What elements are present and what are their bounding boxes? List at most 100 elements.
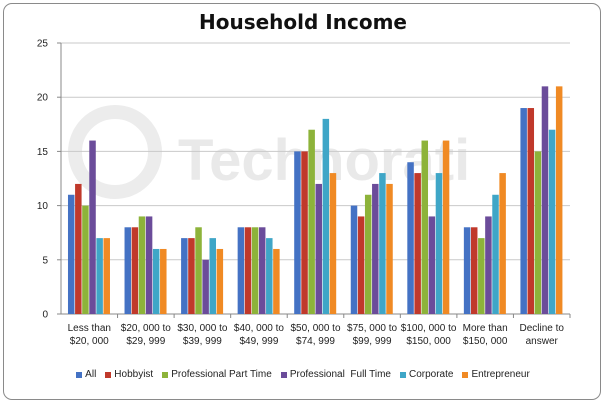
bar bbox=[541, 86, 549, 314]
bar bbox=[202, 259, 209, 314]
x-tick-label: $20, 000 to bbox=[121, 323, 171, 334]
bar bbox=[67, 194, 75, 314]
bar bbox=[96, 238, 103, 314]
x-tick-label: More than bbox=[463, 323, 508, 334]
bar bbox=[435, 173, 443, 314]
y-tick-label: 5 bbox=[42, 255, 48, 266]
legend-label: Entrepreneur bbox=[471, 369, 530, 380]
bar bbox=[527, 108, 535, 314]
x-tick-label: Less than bbox=[68, 323, 111, 334]
y-tick-label: 0 bbox=[42, 310, 48, 321]
bar bbox=[209, 238, 216, 314]
bar bbox=[386, 183, 393, 314]
x-tick-label: $39, 999 bbox=[183, 336, 222, 347]
legend-item: Corporate bbox=[399, 369, 454, 380]
legend-label: Professional Part Time bbox=[171, 369, 272, 380]
legend-swatch bbox=[76, 371, 83, 378]
legend-item: Hobbyist bbox=[105, 369, 153, 380]
x-tick-label: $20, 000 bbox=[70, 336, 109, 347]
bar bbox=[350, 205, 358, 314]
bar bbox=[372, 183, 379, 314]
bar bbox=[195, 227, 202, 314]
bar bbox=[485, 216, 492, 314]
bar bbox=[124, 227, 132, 314]
bar bbox=[322, 118, 330, 314]
x-tick-label: $99, 999 bbox=[353, 336, 392, 347]
bar bbox=[251, 227, 259, 314]
legend-label: Hobbyist bbox=[114, 369, 154, 380]
bar bbox=[273, 248, 280, 314]
bar bbox=[160, 248, 167, 314]
bar bbox=[442, 140, 450, 314]
legend-item: Entrepreneur bbox=[462, 369, 530, 380]
bar bbox=[428, 216, 436, 314]
bar bbox=[463, 227, 471, 314]
legend-item: Professional Full Time bbox=[280, 369, 391, 380]
y-tick-label: 25 bbox=[37, 39, 49, 50]
bar bbox=[258, 227, 266, 314]
bar bbox=[357, 216, 365, 314]
chart-title: Household Income bbox=[199, 10, 407, 34]
bar bbox=[308, 129, 315, 314]
bar bbox=[329, 173, 337, 314]
legend-swatch bbox=[280, 371, 287, 378]
bar bbox=[181, 238, 188, 314]
bar bbox=[131, 227, 139, 314]
bar bbox=[407, 162, 414, 314]
x-tick-label: $49, 999 bbox=[239, 336, 278, 347]
bar bbox=[188, 238, 195, 314]
bar bbox=[548, 129, 556, 314]
bar bbox=[520, 108, 527, 314]
bar bbox=[315, 183, 322, 314]
x-tick-label: Decline to bbox=[519, 323, 564, 334]
x-tick-label: $40, 000 to bbox=[234, 323, 284, 334]
watermark-logo-icon bbox=[68, 105, 162, 199]
bar bbox=[103, 238, 110, 314]
bar bbox=[470, 227, 478, 314]
bar bbox=[237, 227, 245, 314]
x-tick-label: $29, 999 bbox=[126, 336, 165, 347]
bar bbox=[75, 183, 82, 314]
x-tick-label: $30, 000 to bbox=[177, 323, 227, 334]
chart-legend: All Hobbyist Professional Part Time Profess… bbox=[0, 369, 606, 380]
legend-label: Corporate bbox=[408, 369, 454, 380]
bar bbox=[145, 216, 153, 314]
bar bbox=[152, 248, 160, 314]
bar bbox=[301, 151, 308, 314]
bar bbox=[414, 173, 421, 314]
bar bbox=[555, 86, 563, 314]
legend-item: Professional Part Time bbox=[162, 369, 272, 380]
y-tick-label: 15 bbox=[37, 147, 49, 158]
bar bbox=[492, 194, 499, 314]
bar bbox=[89, 140, 96, 314]
y-tick-label: 10 bbox=[37, 201, 49, 212]
bar bbox=[534, 151, 542, 314]
bar bbox=[421, 140, 429, 314]
bar bbox=[244, 227, 252, 314]
legend-swatch bbox=[462, 371, 469, 378]
bar bbox=[82, 205, 89, 314]
x-tick-label: answer bbox=[526, 336, 559, 347]
bar bbox=[138, 216, 146, 314]
legend-label: All bbox=[85, 369, 97, 380]
bar bbox=[499, 173, 506, 314]
x-tick-label: $150, 000 bbox=[463, 336, 508, 347]
x-tick-label: $150, 000 bbox=[406, 336, 451, 347]
legend-swatch bbox=[399, 371, 406, 378]
bar bbox=[216, 248, 224, 314]
bar bbox=[478, 238, 485, 314]
chart-plot: Technorati0510152025Less than$20, 000$20… bbox=[37, 39, 571, 347]
legend-item: All bbox=[76, 369, 96, 380]
bar bbox=[294, 151, 301, 314]
legend-label: Professional Full Time bbox=[289, 369, 391, 380]
y-tick-label: 20 bbox=[37, 93, 49, 104]
legend-swatch bbox=[162, 371, 169, 378]
bar bbox=[379, 173, 386, 314]
x-tick-label: $50, 000 to bbox=[290, 323, 340, 334]
x-tick-label: $74, 999 bbox=[296, 336, 335, 347]
bar bbox=[364, 194, 372, 314]
bar bbox=[266, 238, 273, 314]
x-tick-label: $75, 000 to bbox=[347, 323, 397, 334]
x-tick-label: $100, 000 to bbox=[401, 323, 457, 334]
legend-swatch bbox=[105, 371, 112, 378]
